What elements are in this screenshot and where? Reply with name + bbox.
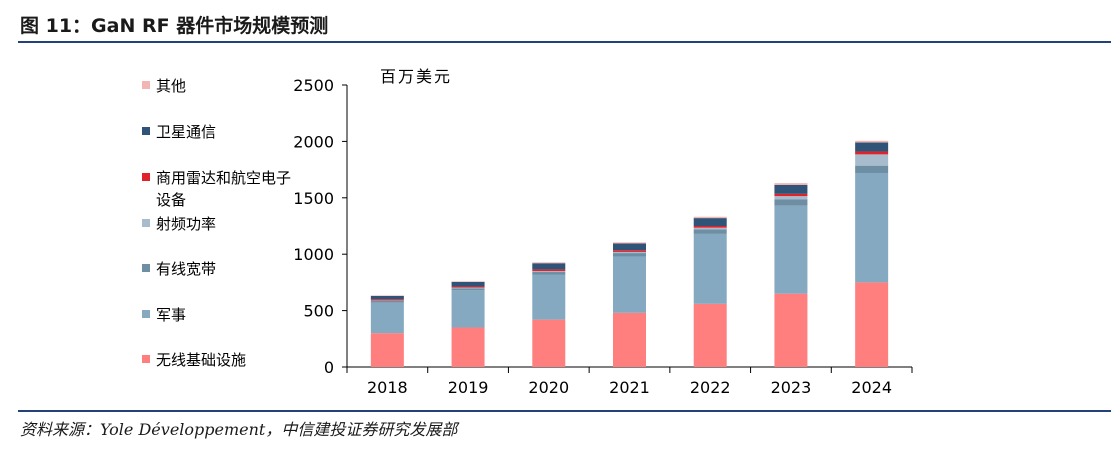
- bottom-divider: [18, 410, 1111, 412]
- legend-swatch: [142, 173, 150, 181]
- bar-segment: [370, 300, 404, 302]
- bar-segment: [774, 205, 808, 294]
- bar-segment: [693, 216, 727, 219]
- bar-segment: [613, 243, 646, 251]
- bar-segment: [613, 250, 646, 252]
- y-tick-label: 0: [324, 358, 334, 377]
- bar-segment: [774, 293, 808, 367]
- x-tick-label: 2023: [771, 378, 812, 397]
- bar-segment: [532, 263, 566, 270]
- bar-segment: [774, 199, 808, 206]
- bar-segment: [451, 286, 485, 288]
- bar-segment: [693, 226, 727, 228]
- legend-swatch: [142, 264, 150, 272]
- bar-segment: [774, 196, 808, 200]
- legend-swatch: [142, 81, 150, 89]
- legend-label: 卫星通信: [156, 123, 216, 141]
- bar-segment: [451, 281, 485, 287]
- bar-segment: [693, 303, 727, 367]
- x-tick-label: 2024: [851, 378, 892, 397]
- bar-segment: [855, 140, 889, 143]
- legend-swatch: [142, 219, 150, 227]
- figure-title: 图 11：GaN RF 器件市场规模预测: [20, 15, 329, 37]
- legend-label: 有线宽带: [156, 260, 216, 278]
- legend-swatch: [142, 310, 150, 318]
- legend-label: 无线基础设施: [156, 351, 246, 369]
- bar-segment: [532, 272, 566, 275]
- bar-segment: [613, 253, 646, 257]
- legend-label: 射频功率: [156, 215, 216, 233]
- stacked-bar-chart: 百万美元 0 500 1000 1500 2000 2500 2018 2019 2020 2021…: [142, 67, 913, 397]
- y-tick-label: 1000: [293, 245, 334, 264]
- legend-label: 商用雷达和航空电子设备: [156, 169, 291, 209]
- x-tick-label: 2020: [528, 378, 569, 397]
- bar-segment: [774, 184, 808, 194]
- bar-segment: [855, 154, 889, 166]
- bar-segment: [613, 242, 646, 244]
- bar-segment: [370, 302, 404, 334]
- legend-label: 军事: [156, 306, 186, 324]
- bar-segment: [370, 299, 404, 301]
- y-tick-label: 500: [303, 302, 334, 321]
- bar-segment: [774, 193, 808, 197]
- y-tick-label: 1500: [293, 189, 334, 208]
- bar-segment: [532, 269, 566, 272]
- bar-segment: [693, 233, 727, 304]
- bar-segment: [693, 229, 727, 234]
- bar-segment: [532, 271, 566, 273]
- legend-swatch: [142, 127, 150, 135]
- bar-segment: [451, 327, 485, 367]
- bar-segment: [451, 281, 485, 282]
- x-tick-label: 2021: [609, 378, 650, 397]
- bar-segment: [370, 301, 404, 303]
- bar-segment: [774, 183, 808, 185]
- bar-segment: [451, 287, 485, 289]
- top-divider: [18, 41, 1111, 43]
- bar-segment: [532, 262, 566, 264]
- bar-segment: [613, 256, 646, 313]
- legend-label: 其他: [156, 77, 186, 95]
- bar-segment: [613, 251, 646, 254]
- bar-segment: [451, 288, 485, 291]
- bar-segment: [855, 142, 889, 152]
- bar-segment: [693, 218, 727, 226]
- bar-segment: [855, 282, 889, 367]
- bar-segment: [855, 172, 889, 283]
- unit-label: 百万美元: [380, 67, 452, 86]
- x-tick-label: 2019: [448, 378, 489, 397]
- y-tick-label: 2500: [293, 76, 334, 95]
- x-tick-label: 2022: [690, 378, 731, 397]
- bar-segment: [613, 312, 646, 367]
- x-tick-label: 2018: [367, 378, 408, 397]
- bar-segment: [451, 290, 485, 328]
- bar-segment: [532, 274, 566, 320]
- legend-swatch: [142, 355, 150, 363]
- bar-segment: [370, 295, 404, 296]
- bar-segment: [855, 165, 889, 173]
- y-tick-label: 2000: [293, 132, 334, 151]
- bar-segment: [532, 319, 566, 367]
- bar-segment: [370, 333, 404, 367]
- bar-segment: [693, 227, 727, 230]
- source-note: 资料来源：Yole Développement，中信建投证券研究发展部: [20, 420, 458, 439]
- bar-segment: [370, 295, 404, 300]
- bar-segment: [855, 151, 889, 155]
